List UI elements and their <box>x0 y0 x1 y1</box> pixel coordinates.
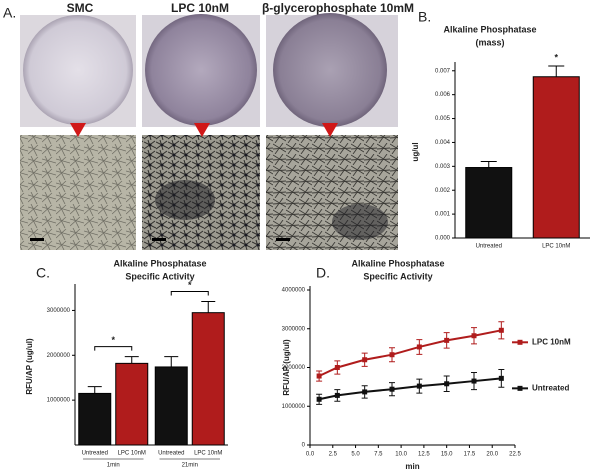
dish-photos <box>20 13 398 127</box>
y-tick-label: 0 <box>302 443 306 449</box>
error-bar <box>164 356 179 367</box>
image-label: SMC <box>67 1 94 15</box>
x-tick-label: 15.0 <box>441 452 453 458</box>
panel-label: B. <box>418 9 431 25</box>
y-tick-label: 0.005 <box>435 116 451 122</box>
chart-subtitle: Specific Activity <box>363 271 432 281</box>
x-tick-label: 17.5 <box>464 452 476 458</box>
error-bar <box>87 386 102 394</box>
image-label: LPC 10nM <box>171 1 229 15</box>
error-bar <box>201 300 216 313</box>
chart-title: Alkaline Phosphatase <box>351 258 444 268</box>
x-tick-label: 12.5 <box>418 452 430 458</box>
y-tick-label: 1000000 <box>282 404 306 410</box>
y-tick-label: 0.000 <box>435 236 451 242</box>
bar-label: Untreated <box>158 451 184 457</box>
panel-label: A. <box>3 5 16 21</box>
x-group-label: 1min <box>107 463 120 469</box>
y-axis-label: RFU/AP (ug/ul) <box>282 339 291 396</box>
micrographs <box>20 135 398 250</box>
x-tick-label: 22.5 <box>509 452 521 458</box>
x-tick-label: 20.0 <box>486 452 498 458</box>
point <box>444 337 450 343</box>
y-tick-label: 2000000 <box>47 353 71 359</box>
panel-label: D. <box>316 265 330 281</box>
bar-label: LPC 10nM <box>194 451 222 457</box>
point <box>498 327 504 333</box>
y-tick-label: 3000000 <box>282 326 306 332</box>
bar <box>465 167 513 239</box>
point <box>471 378 477 384</box>
x-tick-label: LPC 10nM <box>542 244 570 250</box>
annotation: * <box>188 280 192 290</box>
bar <box>78 392 112 446</box>
y-tick-label: 4000000 <box>282 288 306 294</box>
point <box>389 352 395 358</box>
legend-label: Untreated <box>532 383 569 392</box>
y-tick-label: 3000000 <box>47 308 71 314</box>
significance-bracket <box>94 346 133 351</box>
point <box>444 381 450 387</box>
y-tick-label: 2000000 <box>282 365 306 371</box>
bar <box>532 76 580 239</box>
point <box>498 375 504 381</box>
chart-subtitle: Specific Activity <box>125 271 194 281</box>
x-tick-label: 7.5 <box>374 452 383 458</box>
x-tick-label: 5.0 <box>351 452 360 458</box>
x-tick-label: Untreated <box>476 244 502 250</box>
point <box>416 383 422 389</box>
y-tick-label: 0.007 <box>435 68 451 74</box>
bar-label: Untreated <box>82 451 108 457</box>
y-tick-label: 1000000 <box>47 398 71 404</box>
error-bar <box>548 65 565 77</box>
y-tick-label: 0.002 <box>435 188 451 194</box>
x-axis-label: min <box>405 462 419 471</box>
bar <box>154 366 188 446</box>
bar-label: LPC 10nM <box>118 451 146 457</box>
point <box>334 365 340 370</box>
y-tick-label: 0.001 <box>435 212 451 218</box>
bar <box>115 362 149 446</box>
point <box>362 389 368 395</box>
point <box>362 357 368 363</box>
y-axis-label: RFU/AP (ug/ul) <box>25 338 34 395</box>
line <box>318 329 502 377</box>
point <box>471 333 477 339</box>
arrows <box>70 123 338 137</box>
significance-bracket <box>170 290 209 296</box>
chart-title: Alkaline Phosphatase <box>443 24 536 34</box>
image-label: β-glycerophosphate 10mM <box>262 1 414 15</box>
point <box>416 344 422 350</box>
y-tick-label: 0.004 <box>435 140 451 146</box>
legend-swatch <box>517 339 523 345</box>
point <box>334 392 340 398</box>
x-group-label: 21min <box>182 463 198 469</box>
error-bar <box>124 356 139 364</box>
point <box>316 373 322 379</box>
x-tick-label: 10.0 <box>395 452 407 458</box>
legend-swatch <box>517 385 523 391</box>
y-tick-label: 0.006 <box>435 92 451 98</box>
line <box>318 377 502 401</box>
x-tick-label: 0.0 <box>306 452 315 458</box>
annotation: * <box>111 335 115 345</box>
bar <box>191 312 225 446</box>
x-tick-label: 2.5 <box>329 452 338 458</box>
annotation: * <box>554 52 558 62</box>
y-tick-label: 0.003 <box>435 164 451 170</box>
y-axis-label: ug/ul <box>411 142 420 161</box>
point <box>316 396 322 402</box>
point <box>389 386 395 392</box>
chart-subtitle: (mass) <box>475 37 504 47</box>
chart-title: Alkaline Phosphatase <box>113 258 206 268</box>
legend-label: LPC 10nM <box>532 337 571 346</box>
panel-label: C. <box>36 265 50 281</box>
error-bar <box>480 161 497 168</box>
